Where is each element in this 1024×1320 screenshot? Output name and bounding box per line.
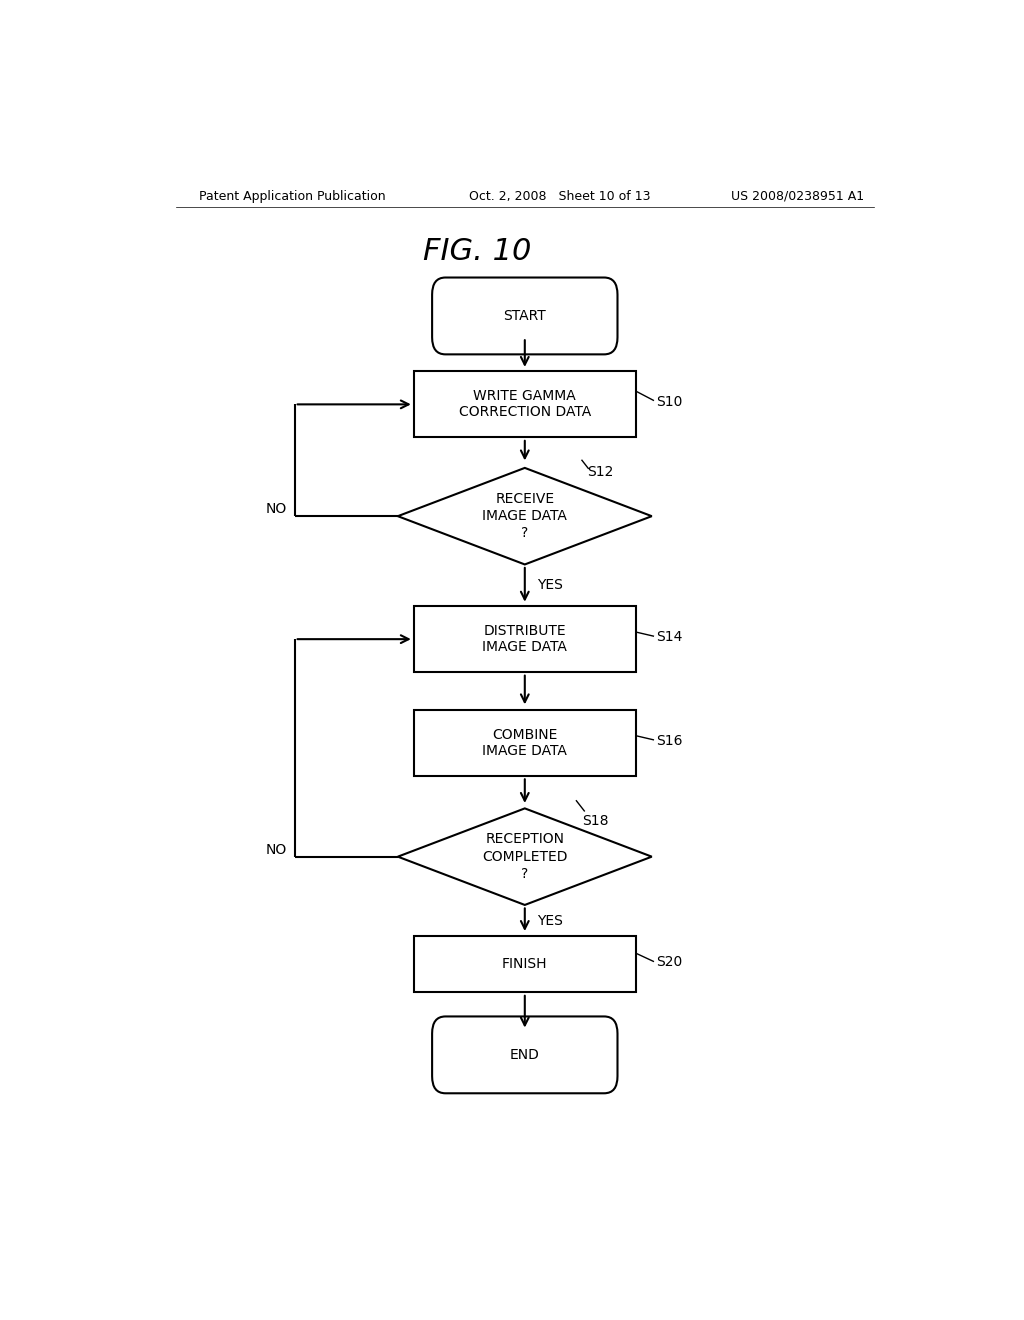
- Text: COMBINE
IMAGE DATA: COMBINE IMAGE DATA: [482, 727, 567, 758]
- Text: RECEPTION
COMPLETED
?: RECEPTION COMPLETED ?: [482, 833, 567, 880]
- Text: Patent Application Publication: Patent Application Publication: [200, 190, 386, 202]
- Text: END: END: [510, 1048, 540, 1061]
- Text: WRITE GAMMA
CORRECTION DATA: WRITE GAMMA CORRECTION DATA: [459, 389, 591, 420]
- Text: FIG. 10: FIG. 10: [423, 238, 531, 267]
- Text: NO: NO: [265, 842, 287, 857]
- Bar: [414, 936, 636, 993]
- Polygon shape: [397, 467, 652, 565]
- Text: S10: S10: [655, 395, 682, 409]
- Text: S18: S18: [582, 814, 608, 828]
- Text: FINISH: FINISH: [502, 957, 548, 972]
- FancyBboxPatch shape: [432, 277, 617, 354]
- Text: YES: YES: [537, 578, 562, 593]
- Bar: [414, 371, 636, 437]
- FancyBboxPatch shape: [432, 1016, 617, 1093]
- Text: RECEIVE
IMAGE DATA
?: RECEIVE IMAGE DATA ?: [482, 492, 567, 540]
- Text: START: START: [504, 309, 546, 323]
- Text: Oct. 2, 2008   Sheet 10 of 13: Oct. 2, 2008 Sheet 10 of 13: [469, 190, 650, 202]
- Text: DISTRIBUTE
IMAGE DATA: DISTRIBUTE IMAGE DATA: [482, 624, 567, 655]
- Text: S16: S16: [655, 734, 682, 748]
- Text: S20: S20: [655, 956, 682, 969]
- Text: S14: S14: [655, 630, 682, 644]
- Text: US 2008/0238951 A1: US 2008/0238951 A1: [731, 190, 864, 202]
- Bar: [414, 710, 636, 776]
- Text: S12: S12: [587, 466, 613, 479]
- Text: YES: YES: [537, 913, 562, 928]
- Text: NO: NO: [265, 502, 287, 516]
- Polygon shape: [397, 808, 652, 906]
- Bar: [414, 606, 636, 672]
